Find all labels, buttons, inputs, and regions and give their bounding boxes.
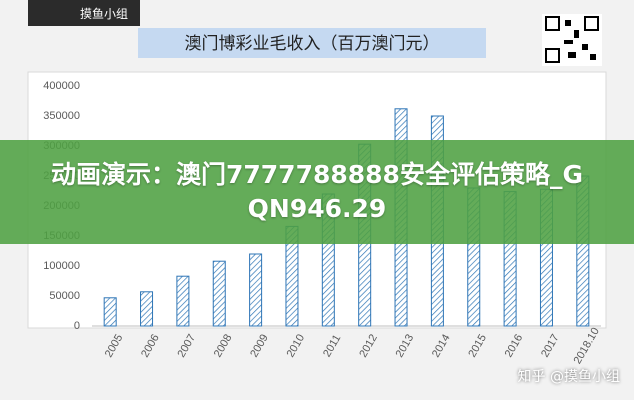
banner-text: 动画演示：澳门7777788888安全评估策略_GQN946.29: [51, 160, 583, 223]
x-tick-label: 2014: [430, 332, 453, 359]
bar: [103, 297, 117, 327]
x-tick-label: 2005: [103, 332, 126, 359]
y-tick-label: 400000: [43, 80, 80, 92]
logo: 摸鱼小组: [28, 0, 140, 26]
y-tick-label: 0: [74, 320, 80, 332]
x-tick-label: 2006: [139, 332, 162, 359]
bar: [140, 291, 154, 327]
x-tick-label: 2011: [321, 333, 343, 359]
x-tick-label: 2016: [503, 332, 526, 359]
banner: 动画演示：澳门7777788888安全评估策略_GQN946.29: [0, 140, 634, 244]
watermark: 知乎 @摸鱼小组: [517, 369, 620, 385]
x-tick-label: 2018.10: [572, 326, 602, 366]
y-tick-label: 100000: [43, 260, 80, 272]
x-tick-label: 2017: [539, 332, 562, 359]
y-tick-label: 50000: [49, 290, 80, 302]
x-tick-label: 2007: [175, 332, 198, 359]
title-box: [138, 28, 486, 58]
bar: [176, 275, 190, 327]
x-tick-label: 2008: [212, 332, 235, 359]
x-tick-label: 2009: [248, 332, 271, 359]
x-tick-label: 2015: [466, 332, 489, 359]
bar: [212, 260, 226, 327]
x-tick-label: 2012: [357, 332, 380, 359]
chart-title: 澳门博彩业毛收入（百万澳门元）: [185, 34, 440, 54]
y-tick-label: 350000: [43, 110, 80, 122]
qr-code: [542, 14, 602, 66]
x-tick-label: 2013: [394, 332, 417, 359]
bar: [249, 253, 263, 327]
x-tick-label: 2010: [285, 332, 308, 359]
